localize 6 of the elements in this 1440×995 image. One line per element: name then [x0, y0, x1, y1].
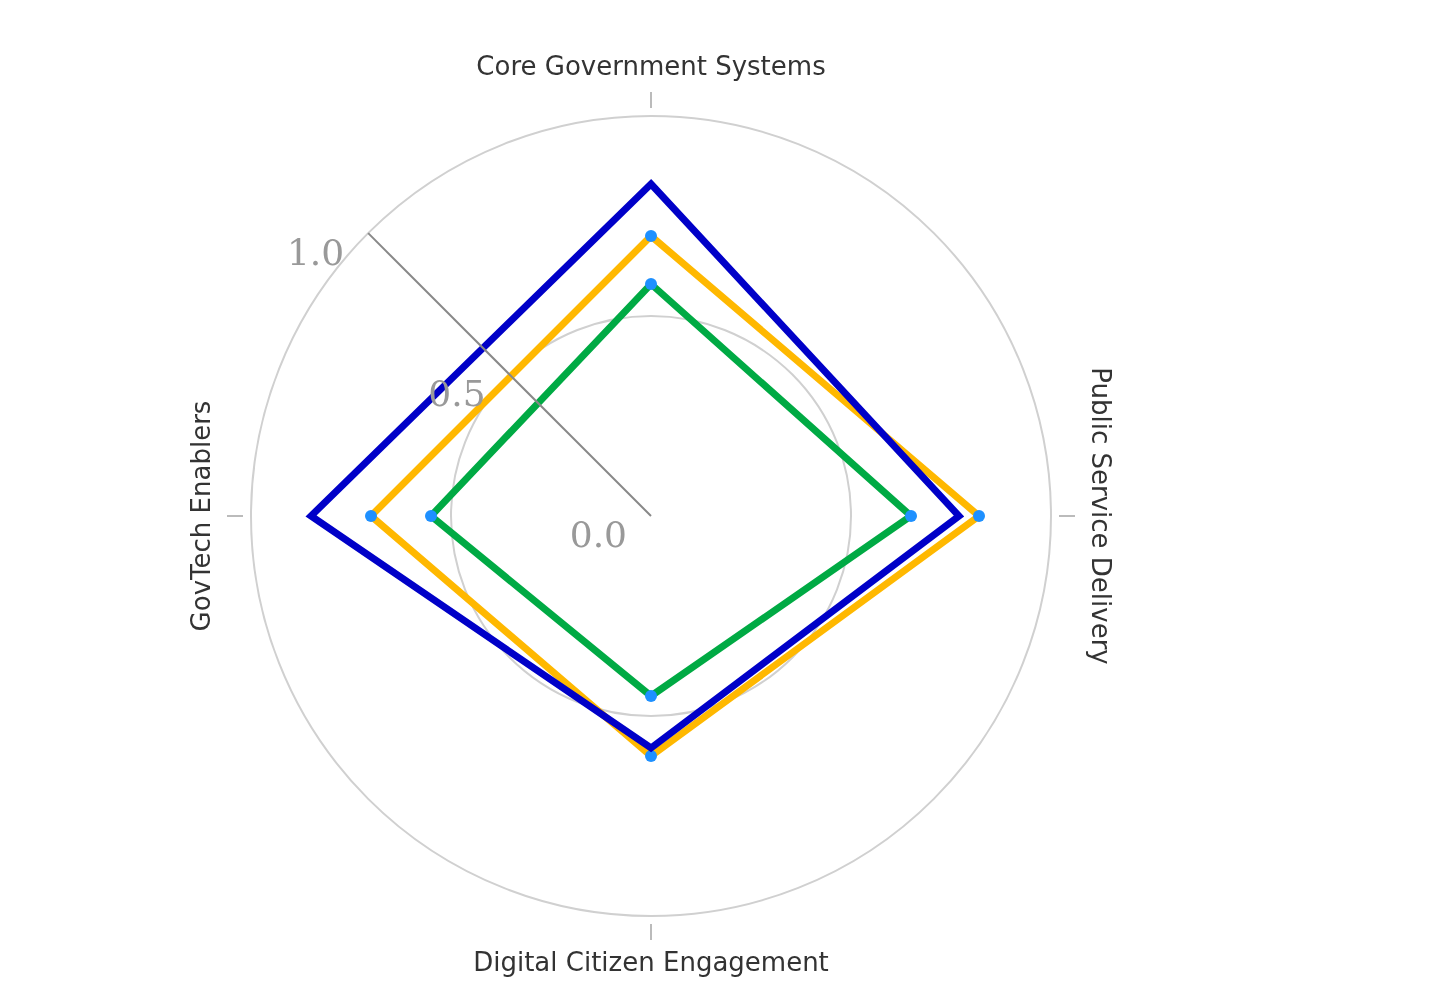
y-tick-label: 1.0 [286, 231, 345, 273]
spoke-label: Digital Citizen Engagement [473, 946, 829, 977]
y-tick-label: 0.0 [569, 514, 627, 556]
spoke-label: Public Service Delivery [1086, 367, 1117, 665]
spoke-label: Core Government Systems [476, 50, 826, 81]
spoke-label: GovTech Enablers [185, 400, 216, 632]
